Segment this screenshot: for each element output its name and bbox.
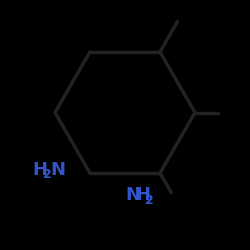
Text: H: H [135,186,150,204]
Text: H: H [32,161,48,179]
Text: 2: 2 [42,168,51,181]
Text: 2: 2 [146,194,154,206]
Text: N: N [125,186,140,204]
Text: N: N [50,161,65,179]
